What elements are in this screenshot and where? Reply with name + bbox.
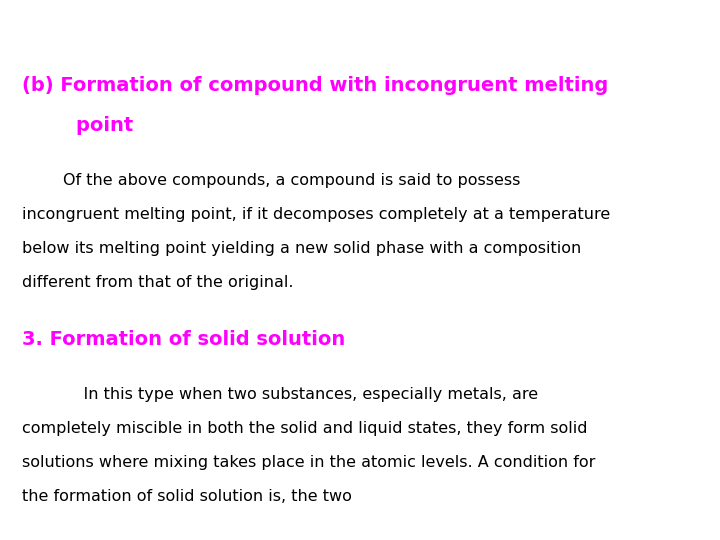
Text: below its melting point yielding a new solid phase with a composition: below its melting point yielding a new s… — [22, 241, 581, 256]
Text: (b) Formation of compound with incongruent melting: (b) Formation of compound with incongrue… — [22, 76, 608, 94]
Text: Of the above compounds, a compound is said to possess: Of the above compounds, a compound is sa… — [22, 173, 520, 188]
Text: In this type when two substances, especially metals, are: In this type when two substances, especi… — [22, 387, 538, 402]
Text: point: point — [22, 116, 133, 135]
Text: solutions where mixing takes place in the atomic levels. A condition for: solutions where mixing takes place in th… — [22, 455, 595, 470]
Text: incongruent melting point, if it decomposes completely at a temperature: incongruent melting point, if it decompo… — [22, 207, 610, 222]
Text: completely miscible in both the solid and liquid states, they form solid: completely miscible in both the solid an… — [22, 421, 587, 436]
Text: 3. Formation of solid solution: 3. Formation of solid solution — [22, 330, 345, 349]
Text: the formation of solid solution is, the two: the formation of solid solution is, the … — [22, 489, 351, 504]
Text: different from that of the original.: different from that of the original. — [22, 275, 293, 290]
